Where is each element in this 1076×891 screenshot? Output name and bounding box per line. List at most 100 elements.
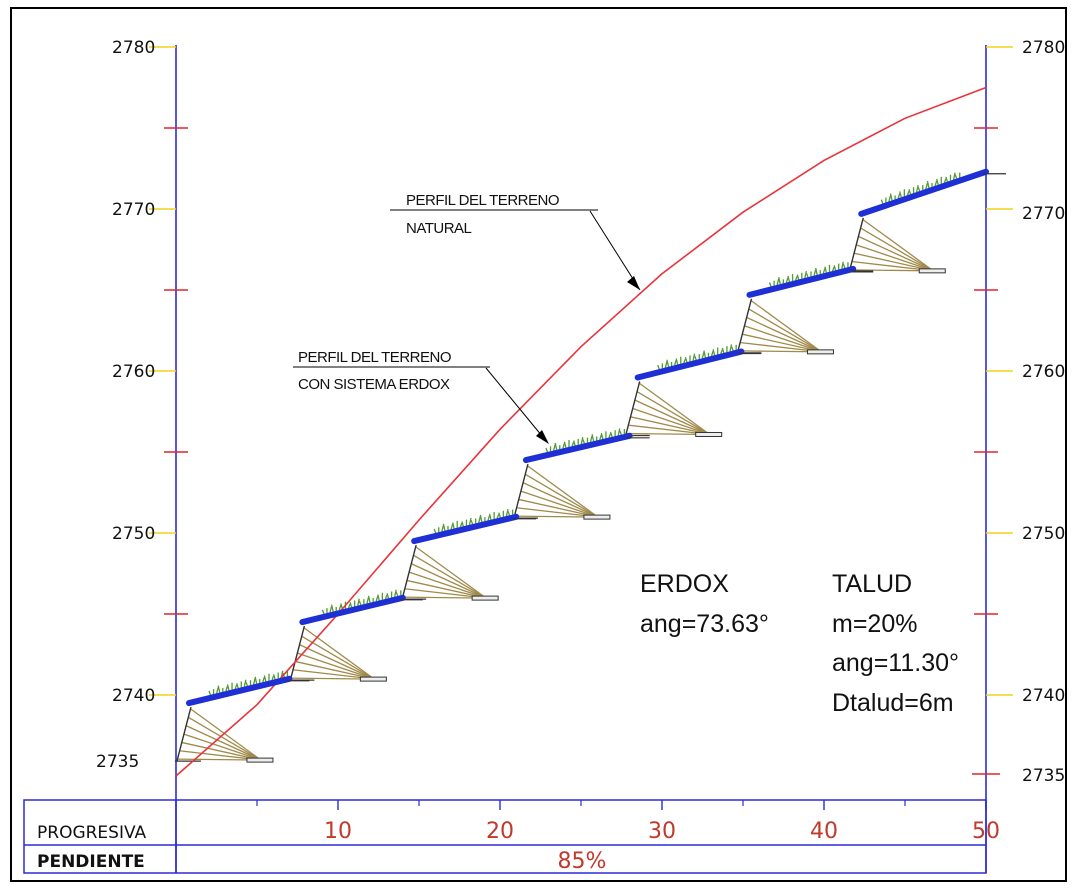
vegetation-blade — [386, 593, 390, 599]
bottom-table: PROGRESIVA PENDIENTE 10 20 30 40 50 85% — [23, 799, 1000, 874]
vegetation-blade — [234, 684, 238, 690]
erdox-anchor-cable — [751, 300, 822, 353]
vegetation-blade — [347, 603, 351, 609]
erdox-terrace-segment — [411, 513, 520, 545]
vegetation-blade — [433, 528, 437, 534]
erdox-terrain-steps — [185, 168, 1006, 707]
erdox-terrace-segment — [522, 432, 633, 464]
vegetation-blade — [619, 430, 622, 435]
vegetation-blade — [600, 432, 604, 440]
y-tick-label-right-2780: 2780 — [1022, 38, 1065, 58]
erdox-anchor-plate — [806, 349, 834, 355]
vegetation-blade — [442, 523, 446, 531]
erdox-anchor-plate — [918, 268, 946, 274]
vegetation-blade — [889, 193, 893, 201]
vegetation-blade — [795, 276, 798, 281]
vegetation-blade — [608, 433, 612, 438]
erdox-anchor-cable — [408, 571, 487, 599]
vegetation-blade — [721, 347, 725, 354]
vegetation-blade — [226, 684, 230, 691]
vegetation-blade — [571, 442, 575, 447]
vegetation-blade — [272, 674, 276, 680]
vegetation-blade — [730, 346, 734, 351]
vegetation-blade — [377, 594, 380, 601]
erdox-anchor-cable — [744, 325, 822, 353]
vegetation-blade — [217, 685, 221, 693]
vegetation-blade — [338, 604, 342, 611]
vegetation-blade — [591, 434, 595, 442]
talud-angle: ang=11.30° — [832, 649, 959, 677]
vegetation-blade — [208, 690, 212, 696]
pendiente-label: PENDIENTE — [37, 852, 145, 872]
vegetation-blade — [720, 349, 723, 354]
erdox-anchor-cable — [186, 725, 262, 761]
vegetation-blade — [908, 189, 912, 195]
erdox-callout-leader — [485, 367, 548, 443]
erdox-callout-line2: CON SISTEMA ERDOX — [298, 376, 450, 393]
vegetation-blade — [505, 508, 509, 517]
vegetation-blade — [394, 589, 397, 597]
vegetation-blade — [563, 441, 567, 448]
vegetation-blade — [395, 591, 399, 597]
vegetation-blade — [507, 511, 511, 516]
erdox-anchor-cable — [294, 660, 375, 680]
vegetation-blade — [831, 266, 835, 272]
erdox-anchor-cable — [748, 308, 822, 353]
vegetation-blade — [384, 594, 388, 600]
y-tick-label-left-2740: 2740 — [112, 686, 155, 706]
vegetation-blade — [329, 606, 333, 613]
erdox-anchor-plate — [695, 431, 723, 437]
natural-terrain-line — [175, 86, 987, 777]
y-tick-label-left-2780: 2780 — [112, 38, 155, 58]
vegetation-blade — [262, 677, 265, 683]
y-tick-label-right-2760: 2760 — [1022, 362, 1065, 382]
erdox-anchor-cable — [522, 482, 599, 518]
vegetation-blade — [674, 360, 677, 366]
vegetation-blade — [468, 517, 472, 526]
vegetation-blade — [441, 525, 444, 532]
table-outline — [23, 799, 987, 874]
erdox-terrace-segment — [185, 675, 293, 707]
vegetation-blade — [945, 176, 949, 182]
x-tick-label-20: 20 — [486, 819, 514, 844]
pendiente-value: 85% — [558, 849, 607, 874]
vegetation-blade — [954, 174, 958, 179]
vegetation-blade — [710, 350, 714, 357]
erdox-anchor-cable — [188, 716, 262, 761]
erdox-info: ERDOX ang=73.63° — [640, 570, 769, 638]
frame-border — [10, 7, 1067, 882]
y-axis-left-labels: 2780 2770 2760 2750 2740 2735 — [96, 38, 155, 772]
vegetation-blade — [824, 266, 828, 273]
erdox-anchor-cable — [299, 644, 375, 680]
erdox-terrace-segment — [746, 265, 857, 298]
vegetation-blade — [263, 675, 267, 682]
erdox-wall-face — [736, 298, 753, 354]
vegetation-blade — [936, 178, 939, 186]
erdox-anchor-cable — [303, 627, 375, 680]
erdox-anchor-cable — [520, 490, 599, 518]
vegetation-blade — [934, 180, 938, 187]
vegetation-blade — [917, 186, 921, 192]
vegetation-blade — [785, 277, 789, 283]
vegetation-blade — [366, 597, 370, 604]
erdox-callout-line1: PERFIL DEL TERRENO — [298, 349, 451, 366]
vegetation-blade — [461, 521, 464, 527]
vegetation-blade — [666, 359, 670, 367]
erdox-anchor-cable — [862, 219, 934, 272]
vegetation-blade — [452, 522, 455, 529]
vegetation-blade — [496, 514, 500, 519]
erdox-anchor-cable — [630, 416, 710, 436]
vegetation-blade — [778, 277, 781, 285]
vegetation-blade — [804, 270, 808, 279]
vegetation-blade — [552, 444, 556, 451]
erdox-anchor-cable — [527, 465, 599, 518]
vegetation-blade — [488, 513, 492, 520]
vegetation-blade — [358, 600, 362, 606]
erdox-anchor-cable — [415, 546, 487, 599]
natural-callout-line2: NATURAL — [406, 220, 472, 237]
erdox-anchor-cable — [742, 333, 822, 353]
progresiva-label: PROGRESIVA — [37, 823, 147, 843]
vegetation-blade — [252, 678, 256, 685]
vegetation-blade — [599, 434, 602, 440]
